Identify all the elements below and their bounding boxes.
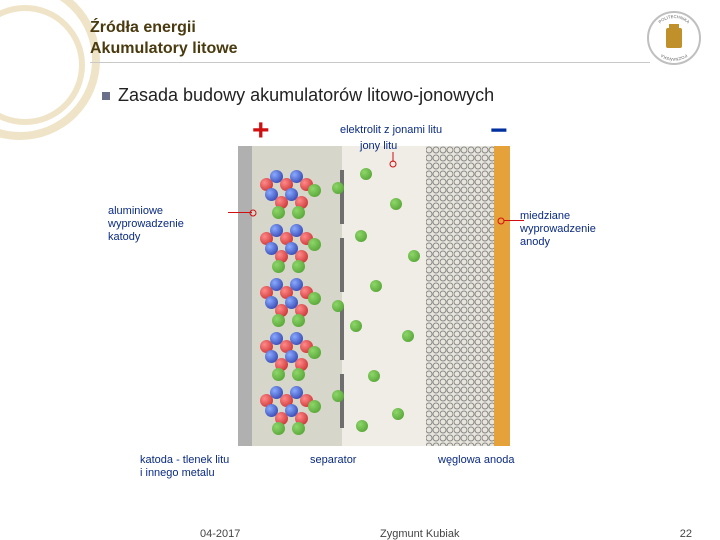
separator-segment [340, 306, 344, 360]
bullet-text: Zasada budowy akumulatorów litowo-jonowy… [118, 85, 494, 106]
pointer-dot [248, 208, 258, 218]
lithium-ion [390, 198, 402, 210]
lithium-ion [402, 330, 414, 342]
label-separator: separator [310, 454, 356, 467]
battery-diagram: + − elektrolit z jonami litu jony litu a… [160, 120, 560, 480]
footer-author: Zygmunt Kubiak [380, 528, 459, 540]
separator-segment [340, 238, 344, 292]
lithium-ion [392, 408, 404, 420]
lithium-ion [360, 168, 372, 180]
lithium-ion [332, 182, 344, 194]
footer-page: 22 [680, 528, 692, 540]
label-electrolyte: elektrolit z jonami litu [340, 124, 442, 137]
label-aluminum: aluminiowewyprowadzeniekatody [108, 205, 228, 245]
svg-text:POZNAŃSKA: POZNAŃSKA [660, 53, 689, 62]
aluminum-strip [238, 146, 252, 446]
title-block: Źródła energii Akumulatory litowe [90, 18, 238, 60]
university-logo: POLITECHNIKA POZNAŃSKA [646, 10, 702, 66]
lithium-ion [355, 230, 367, 242]
lithium-ion [350, 320, 362, 332]
lithium-ion [370, 280, 382, 292]
label-cathode: katoda - tlenek litui innego metalu [140, 454, 290, 480]
label-copper: miedzianewyprowadzenieanody [520, 210, 640, 250]
plus-sign: + [252, 114, 270, 148]
electrolyte-region [342, 146, 426, 446]
title-line-2: Akumulatory litowe [90, 39, 238, 60]
carbon-anode-grid [426, 146, 494, 446]
lithium-ion [356, 420, 368, 432]
label-anode: węglowa anoda [438, 454, 514, 467]
lithium-ion [332, 300, 344, 312]
pointer-dot [496, 216, 506, 226]
minus-sign: − [490, 114, 508, 148]
bullet-icon [102, 92, 110, 100]
logo-text-bottom: POZNAŃSKA [660, 53, 689, 62]
lithium-ion [368, 370, 380, 382]
title-line-1: Źródła energii [90, 18, 238, 39]
bullet-row: Zasada budowy akumulatorów litowo-jonowy… [102, 85, 494, 106]
lithium-ion [408, 250, 420, 262]
pointer-dot [388, 152, 398, 168]
title-rule [90, 62, 650, 63]
copper-strip [494, 146, 510, 446]
slide: POLITECHNIKA POZNAŃSKA Źródła energii Ak… [0, 0, 720, 540]
footer-date: 04-2017 [200, 528, 240, 540]
lithium-ion [332, 390, 344, 402]
separator-segment [340, 170, 344, 224]
